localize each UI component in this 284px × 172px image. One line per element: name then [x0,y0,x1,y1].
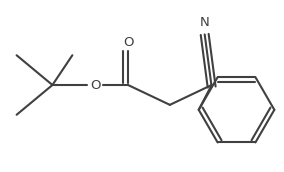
Text: O: O [123,36,133,49]
Text: N: N [200,16,210,29]
Text: O: O [90,78,101,92]
